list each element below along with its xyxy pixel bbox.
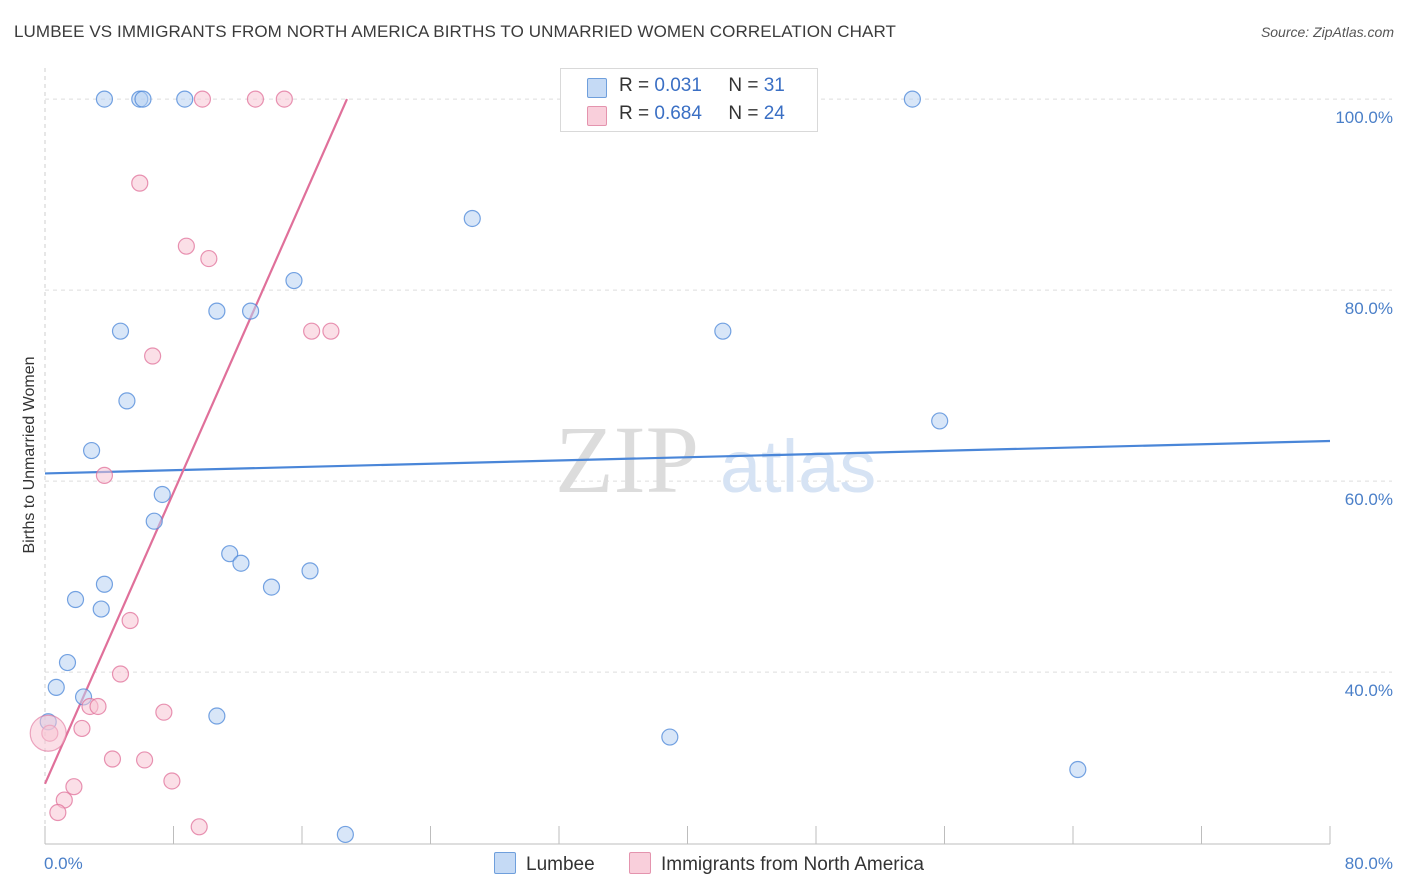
trend-lines <box>43 98 1331 785</box>
immigrants-point <box>65 778 83 796</box>
legend-item-lumbee: Lumbee <box>494 852 595 876</box>
data-points <box>29 90 1087 844</box>
legend-label: Lumbee <box>526 854 595 875</box>
immigrants-point <box>121 611 139 630</box>
immigrants-point <box>103 750 122 768</box>
immigrants-point <box>49 803 67 822</box>
lumbee-point <box>58 653 77 672</box>
immigrants-point <box>111 665 130 683</box>
lumbee-point <box>1069 760 1087 779</box>
axes <box>44 68 1331 845</box>
gridlines <box>45 98 1392 673</box>
immigrants-point <box>95 466 114 484</box>
r-value: 0.684 <box>654 103 702 124</box>
lumbee-point <box>134 90 152 108</box>
y-tick-label: 60.0% <box>1345 490 1393 509</box>
immigrants-point <box>303 322 321 340</box>
lumbee-point <box>931 412 949 430</box>
lumbee-point <box>111 322 130 340</box>
lumbee-point <box>66 590 85 609</box>
chart-title: LUMBEE VS IMMIGRANTS FROM NORTH AMERICA … <box>14 22 896 41</box>
lumbee-point <box>463 209 481 228</box>
y-tick-label: 40.0% <box>1345 681 1393 700</box>
immigrants-point <box>163 772 181 790</box>
immigrants-point <box>322 322 340 340</box>
lumbee-point <box>661 728 679 746</box>
stats-legend: R = 0.031 N = 31 R = 0.684 N = 24 <box>560 68 818 132</box>
r-label: R = <box>619 103 650 124</box>
lumbee-point <box>301 562 319 580</box>
immigrants-point-cluster <box>29 714 67 752</box>
legend-swatch-lumbee <box>587 78 607 98</box>
n-label: N = <box>728 75 759 96</box>
legend-label: Immigrants from North America <box>661 854 924 875</box>
watermark-atlas: atlas <box>720 425 876 508</box>
lumbee-point <box>336 825 354 844</box>
lumbee-point <box>176 90 194 108</box>
immigrants-point <box>131 174 149 192</box>
lumbee-point <box>153 485 171 504</box>
immigrants-point <box>275 90 293 108</box>
lumbee-point <box>47 678 65 696</box>
r-label: R = <box>619 75 650 96</box>
trend-line <box>44 439 1331 475</box>
tick-labels: 40.0% 60.0% 80.0% 100.0% 0.0% 80.0% <box>44 108 1393 873</box>
lumbee-point <box>262 578 281 596</box>
legend-swatch-lumbee <box>494 852 516 874</box>
immigrants-point <box>190 818 208 836</box>
y-tick-label: 100.0% <box>1335 108 1393 127</box>
immigrants-point <box>135 751 154 769</box>
immigrants-point <box>144 347 162 365</box>
lumbee-point <box>82 441 101 460</box>
x-tick-label: 0.0% <box>44 854 83 873</box>
trend-line <box>43 98 348 785</box>
immigrants-point <box>200 249 218 268</box>
lumbee-point <box>208 707 226 725</box>
legend-swatch-immigrants <box>629 852 651 874</box>
lumbee-point <box>92 600 110 618</box>
lumbee-point <box>285 271 303 290</box>
lumbee-point <box>208 302 226 320</box>
immigrants-point <box>73 719 91 738</box>
y-axis-label: Births to Unmarried Women <box>21 356 38 553</box>
r-value: 0.031 <box>654 75 702 96</box>
source-credit: Source: ZipAtlas.com <box>1260 24 1394 40</box>
lumbee-point <box>145 512 163 530</box>
lumbee-point <box>118 392 136 410</box>
lumbee-point <box>95 575 114 593</box>
lumbee-point <box>714 322 732 340</box>
lumbee-point <box>232 554 250 572</box>
lumbee-point <box>242 302 260 320</box>
lumbee-point <box>221 545 239 563</box>
immigrants-point <box>89 697 107 716</box>
immigrants-point <box>246 90 265 108</box>
y-tick-label: 80.0% <box>1345 299 1393 318</box>
immigrants-point <box>155 703 173 721</box>
lumbee-point <box>903 90 921 108</box>
legend-item-immigrants: Immigrants from North America <box>629 852 924 876</box>
immigrants-point <box>193 90 212 108</box>
n-label: N = <box>728 103 759 124</box>
immigrants-point <box>177 237 195 255</box>
n-value: 31 <box>763 75 785 96</box>
legend-swatch-immigrants <box>587 106 607 126</box>
n-value: 24 <box>763 103 785 124</box>
lumbee-point <box>95 90 114 108</box>
x-tick-label: 80.0% <box>1345 854 1393 873</box>
